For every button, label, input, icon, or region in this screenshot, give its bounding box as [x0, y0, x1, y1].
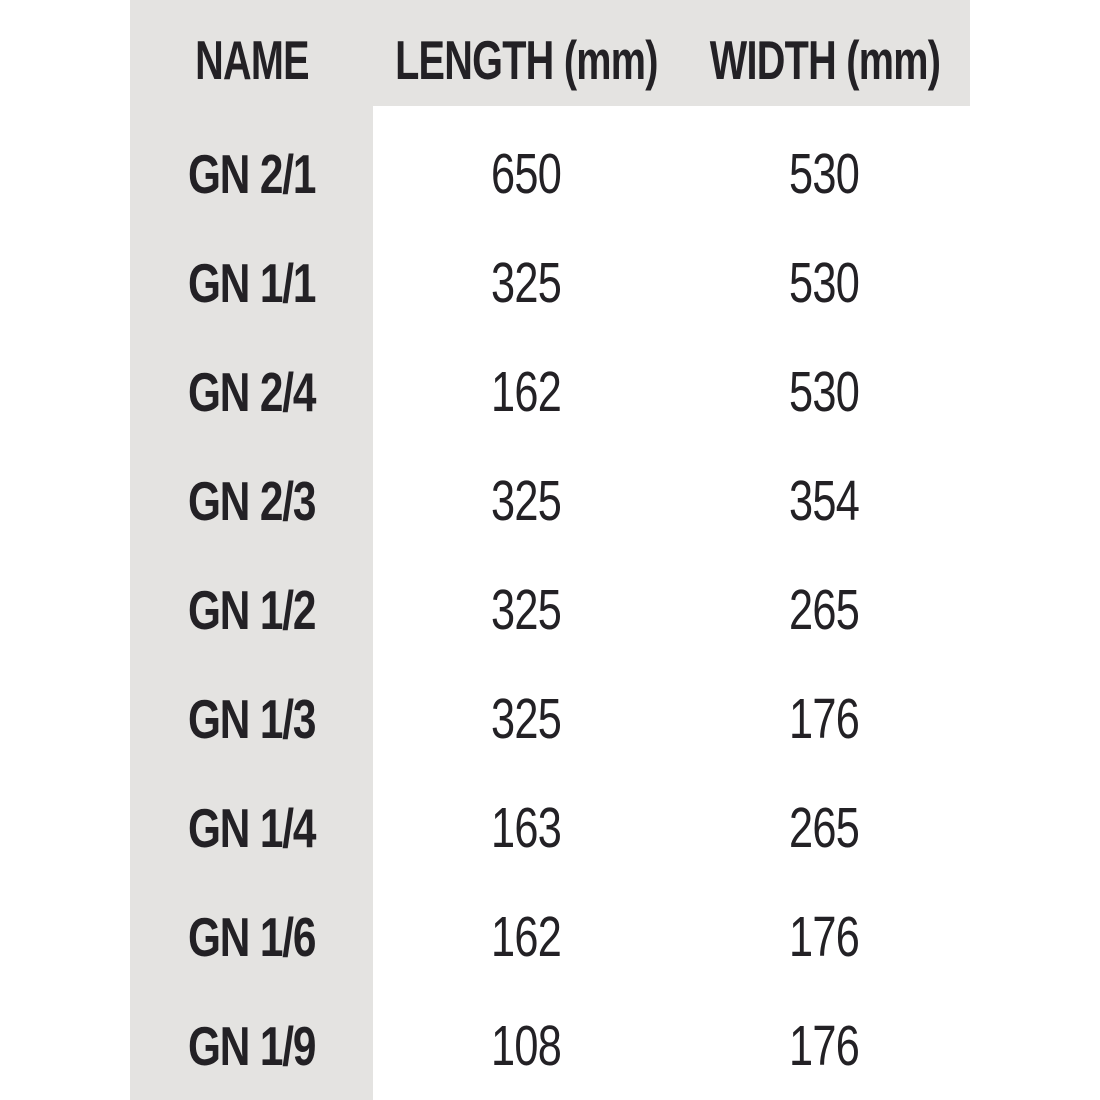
row-length-value: 162 [490, 360, 562, 425]
row-name: GN 1/3 [187, 687, 316, 750]
name-column-background [130, 0, 373, 1100]
table-row-length-cell: 325 [373, 664, 679, 773]
column-header-width: WIDTH (mm) [679, 0, 970, 120]
row-length-value: 163 [490, 795, 562, 860]
row-length-value: 162 [490, 904, 562, 969]
table-row-name-cell: GN 2/1 [130, 120, 373, 229]
table-row-length-cell: 162 [373, 882, 679, 991]
row-name: GN 2/4 [187, 361, 316, 424]
row-name: GN 2/3 [187, 470, 316, 533]
table-row-name-cell: GN 2/3 [130, 447, 373, 556]
table-row-width-cell: 530 [679, 120, 970, 229]
table-row-name-cell: GN 2/4 [130, 338, 373, 447]
row-name: GN 1/4 [187, 796, 316, 859]
column-header-length-label: LENGTH (mm) [394, 29, 658, 91]
table-row-name-cell: GN 1/9 [130, 991, 373, 1100]
table-row-length-cell: 650 [373, 120, 679, 229]
row-width-value: 176 [789, 904, 860, 969]
row-name: GN 1/2 [187, 578, 316, 641]
table-row-length-cell: 325 [373, 556, 679, 665]
table-row-width-cell: 354 [679, 447, 970, 556]
row-width-value: 530 [789, 142, 860, 207]
table-row-width-cell: 265 [679, 556, 970, 665]
row-length-value: 325 [490, 686, 562, 751]
row-name: GN 1/9 [187, 1014, 316, 1077]
table-row-width-cell: 176 [679, 664, 970, 773]
table-row-width-cell: 265 [679, 773, 970, 882]
table-row-length-cell: 108 [373, 991, 679, 1100]
column-header-width-label: WIDTH (mm) [709, 29, 940, 91]
row-width-value: 265 [789, 795, 860, 860]
row-name: GN 1/1 [187, 252, 316, 315]
row-length-value: 325 [490, 251, 562, 316]
table-row-length-cell: 325 [373, 229, 679, 338]
table-row-width-cell: 530 [679, 338, 970, 447]
table-row-width-cell: 530 [679, 229, 970, 338]
table-row-name-cell: GN 1/1 [130, 229, 373, 338]
row-width-value: 176 [789, 1013, 860, 1078]
table-row-name-cell: GN 1/4 [130, 773, 373, 882]
row-width-value: 354 [789, 469, 860, 534]
row-width-value: 265 [789, 577, 860, 642]
row-width-value: 530 [789, 251, 860, 316]
table-row-length-cell: 162 [373, 338, 679, 447]
row-name: GN 2/1 [187, 143, 316, 206]
table-row-width-cell: 176 [679, 991, 970, 1100]
table-row-width-cell: 176 [679, 882, 970, 991]
header-row-background [130, 0, 970, 106]
row-width-value: 176 [789, 686, 860, 751]
table-row-length-cell: 325 [373, 447, 679, 556]
column-header-length: LENGTH (mm) [373, 0, 679, 120]
row-length-value: 325 [490, 469, 562, 534]
row-name: GN 1/6 [187, 905, 316, 968]
table-row-name-cell: GN 1/3 [130, 664, 373, 773]
row-width-value: 530 [789, 360, 860, 425]
row-length-value: 650 [490, 142, 562, 207]
column-header-name-label: NAME [194, 29, 309, 91]
column-header-name: NAME [130, 0, 373, 120]
row-length-value: 325 [490, 577, 562, 642]
table-row-name-cell: GN 1/6 [130, 882, 373, 991]
size-table-grid: NAME LENGTH (mm) WIDTH (mm) GN 2/1 650 5… [130, 0, 970, 1100]
table-row-name-cell: GN 1/2 [130, 556, 373, 665]
row-length-value: 108 [490, 1013, 562, 1078]
table-row-length-cell: 163 [373, 773, 679, 882]
